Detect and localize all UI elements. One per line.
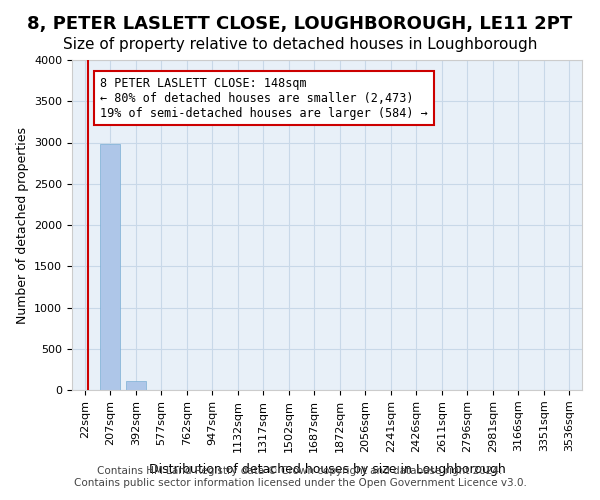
Bar <box>125 380 146 390</box>
Text: Size of property relative to detached houses in Loughborough: Size of property relative to detached ho… <box>63 38 537 52</box>
Text: 8 PETER LASLETT CLOSE: 148sqm
← 80% of detached houses are smaller (2,473)
19% o: 8 PETER LASLETT CLOSE: 148sqm ← 80% of d… <box>100 76 428 120</box>
Y-axis label: Number of detached properties: Number of detached properties <box>16 126 29 324</box>
Text: Contains HM Land Registry data © Crown copyright and database right 2024.
Contai: Contains HM Land Registry data © Crown c… <box>74 466 526 487</box>
Text: 8, PETER LASLETT CLOSE, LOUGHBOROUGH, LE11 2PT: 8, PETER LASLETT CLOSE, LOUGHBOROUGH, LE… <box>28 15 572 33</box>
Bar <box>100 144 121 390</box>
X-axis label: Distribution of detached houses by size in Loughborough: Distribution of detached houses by size … <box>149 463 505 476</box>
